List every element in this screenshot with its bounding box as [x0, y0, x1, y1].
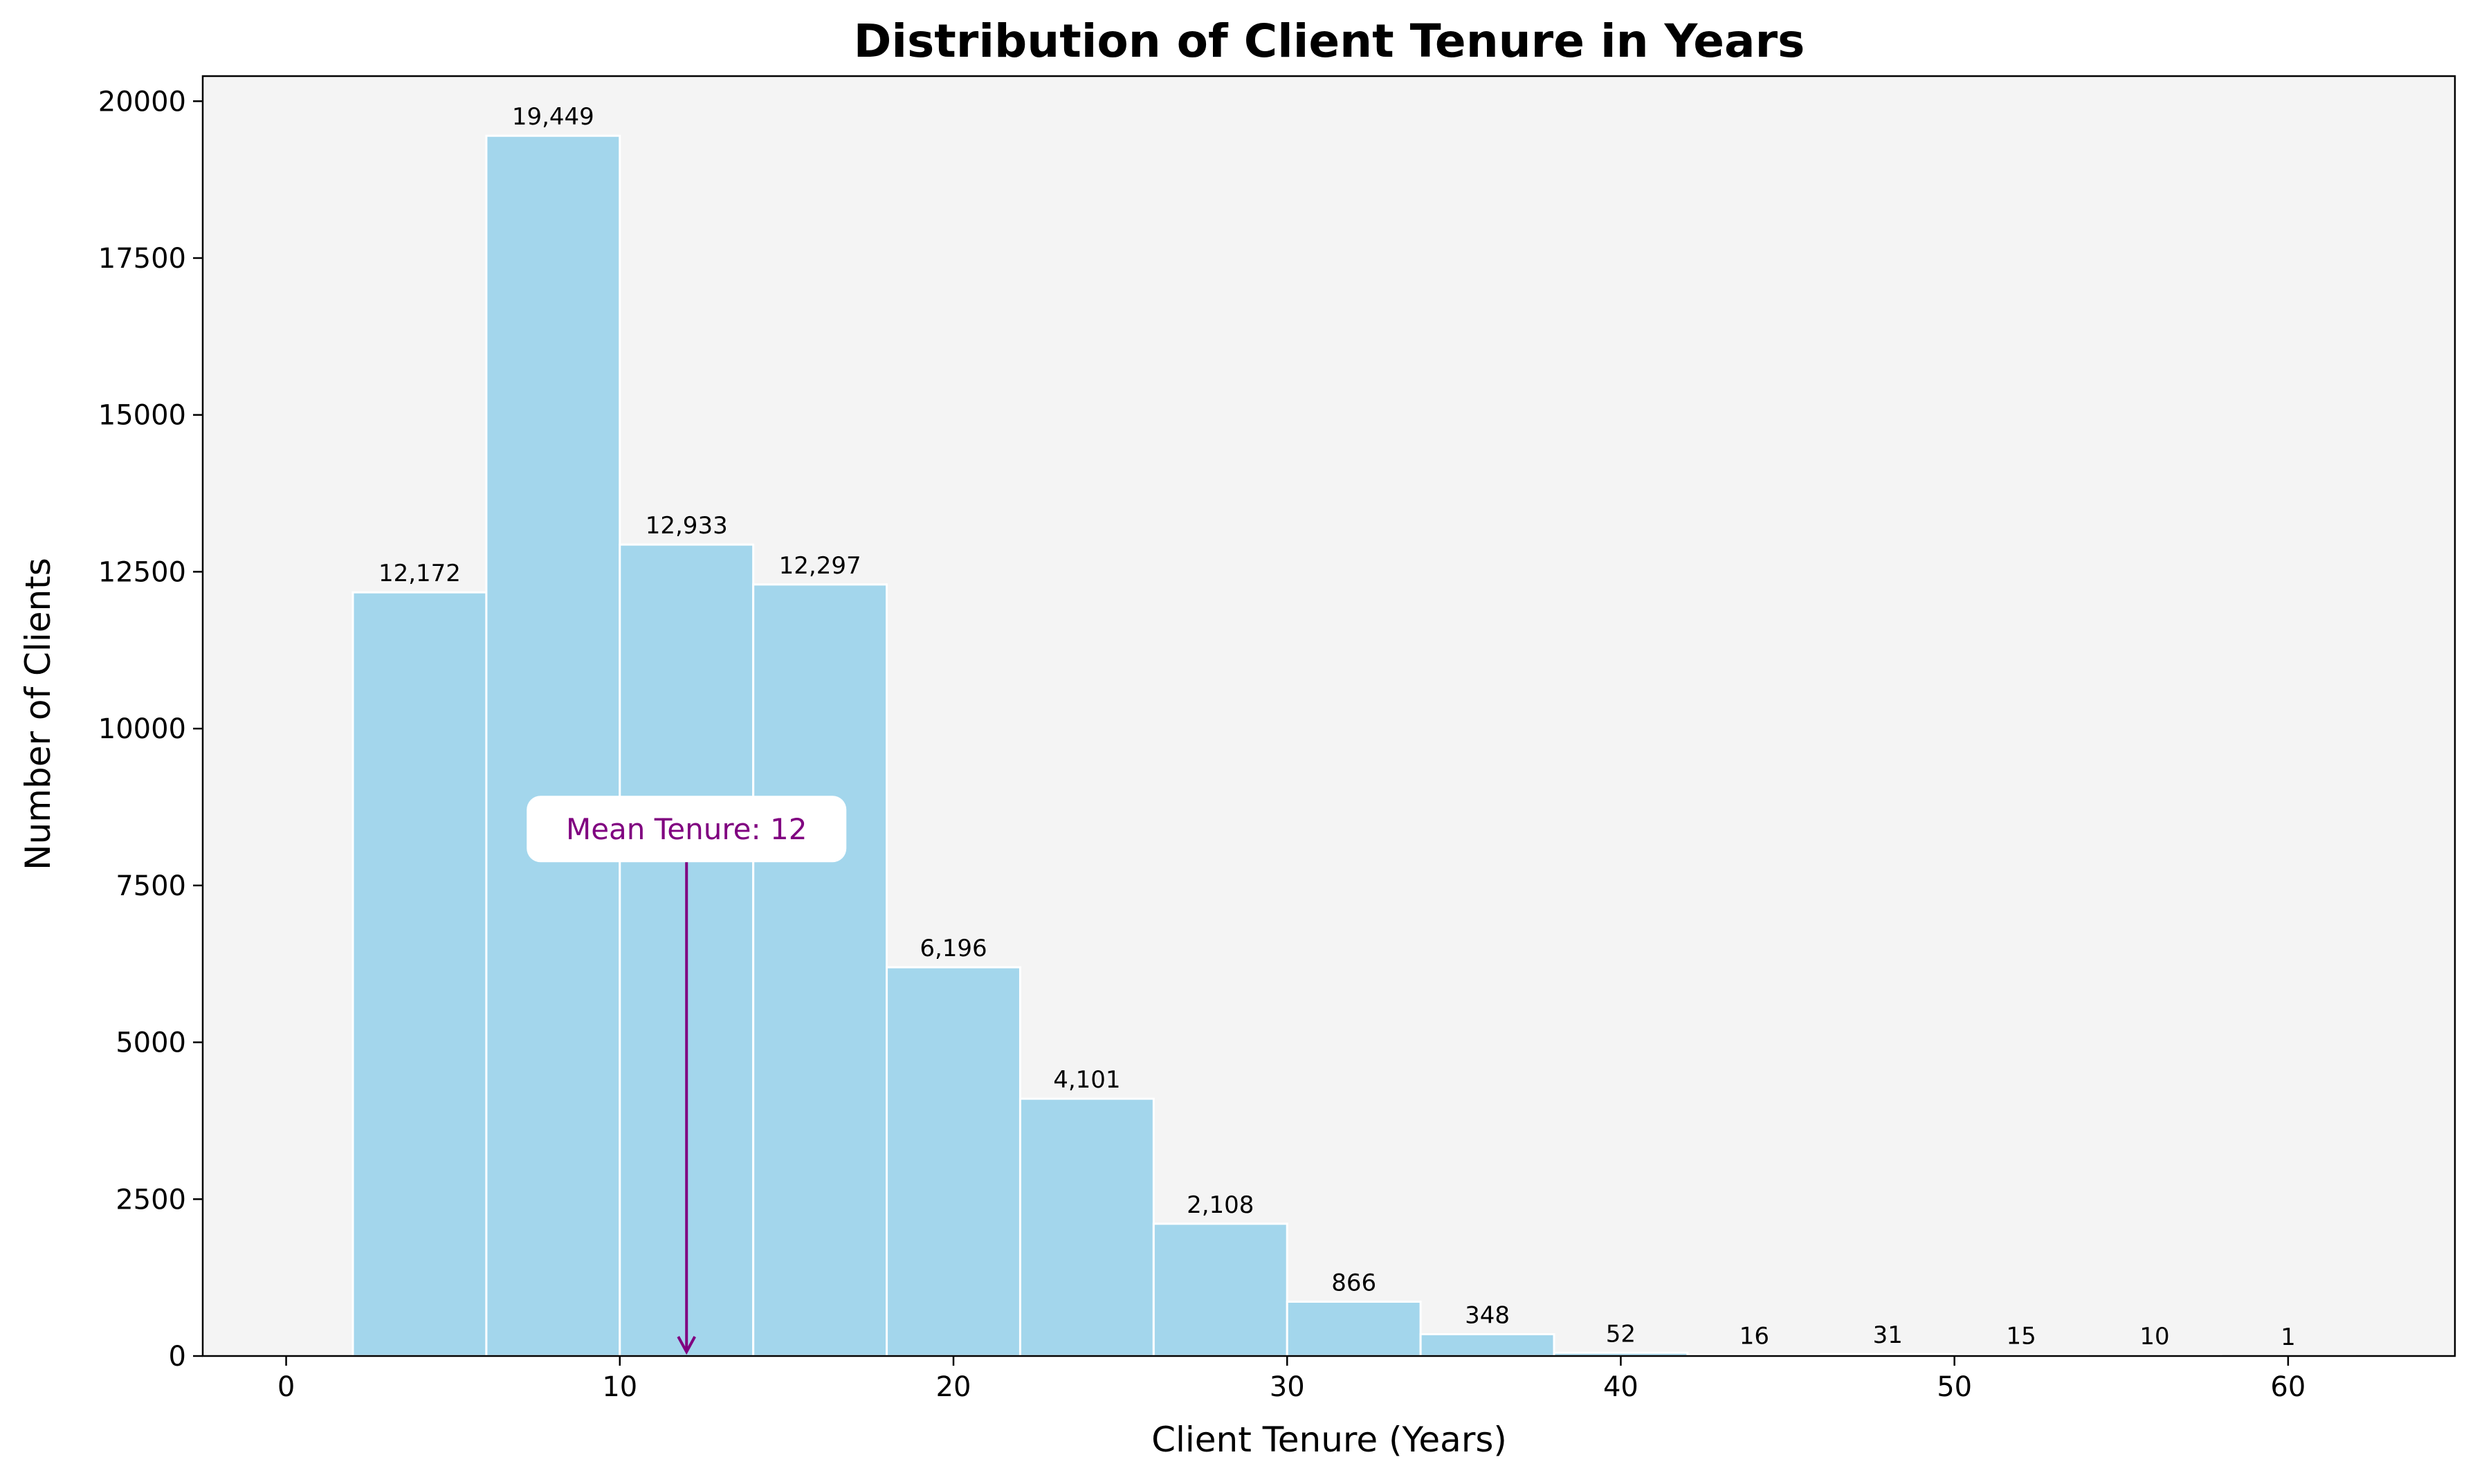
x-axis-ticks: 0 10 20 30 40 50 60 — [277, 1356, 2305, 1403]
x-tick-label: 0 — [277, 1371, 295, 1403]
annotation-arrow-head — [677, 1336, 696, 1355]
y-axis-title: Number of Clients — [18, 558, 58, 870]
histogram-bar — [1286, 1300, 1422, 1357]
histogram-bar — [351, 591, 488, 1357]
y-axis-ticks: 0 2500 5000 7500 10000 12500 15000 17500 20000 — [98, 86, 203, 1373]
mean-annotation: Mean Tenure: 12 — [527, 796, 847, 1355]
x-tick-label: 50 — [1937, 1371, 1972, 1403]
y-tick-label: 7500 — [116, 870, 186, 902]
y-tick-label: 20000 — [98, 86, 186, 118]
bar-value-label: 1 — [2281, 1323, 2296, 1351]
y-tick-label: 2500 — [116, 1184, 186, 1216]
y-tick-label: 0 — [169, 1341, 186, 1373]
bar-value-label: 31 — [1873, 1321, 1903, 1349]
x-tick-label: 40 — [1603, 1371, 1638, 1403]
bar-value-label: 12,172 — [378, 560, 461, 587]
histogram-bar — [485, 134, 621, 1357]
bar-value-label: 52 — [1606, 1320, 1636, 1348]
bar-value-label: 6,196 — [920, 935, 987, 962]
y-tick-label: 12500 — [98, 556, 186, 588]
bar-labels-layer: 12,172 19,449 12,933 12,297 6,196 4,101 2,108 8… — [378, 103, 2296, 1351]
bar-value-label: 12,297 — [779, 552, 861, 580]
bar-value-label: 19,449 — [512, 103, 594, 131]
y-tick-label: 17500 — [98, 243, 186, 275]
bar-value-label: 16 — [1739, 1323, 1769, 1350]
x-tick-label: 30 — [1270, 1371, 1305, 1403]
plot-frame — [201, 75, 2456, 1357]
bar-value-label: 2,108 — [1187, 1191, 1254, 1219]
histogram-bar — [1019, 1097, 1155, 1357]
x-tick-label: 60 — [2270, 1371, 2305, 1403]
x-tick-label: 20 — [936, 1371, 971, 1403]
histogram-bar — [1419, 1332, 1555, 1357]
x-axis-title: Client Tenure (Years) — [1151, 1420, 1507, 1460]
y-tick-label: 15000 — [98, 400, 186, 432]
x-tick-label: 10 — [602, 1371, 637, 1403]
bar-value-label: 15 — [2006, 1323, 2036, 1350]
y-tick-label: 10000 — [98, 713, 186, 745]
bar-value-label: 866 — [1331, 1269, 1376, 1297]
histogram-bar — [752, 583, 888, 1357]
bar-value-label: 4,101 — [1053, 1066, 1120, 1094]
bar-value-label: 12,933 — [646, 512, 728, 540]
histogram-bar — [886, 966, 1021, 1357]
chart-title: Distribution of Client Tenure in Years — [854, 15, 1805, 68]
histogram-bar — [1152, 1222, 1288, 1357]
annotation-box — [527, 796, 847, 863]
y-tick-label: 5000 — [116, 1027, 186, 1059]
bar-value-label: 348 — [1465, 1301, 1510, 1329]
bar-value-label: 10 — [2139, 1323, 2169, 1350]
annotation-text: Mean Tenure: 12 — [566, 812, 807, 846]
